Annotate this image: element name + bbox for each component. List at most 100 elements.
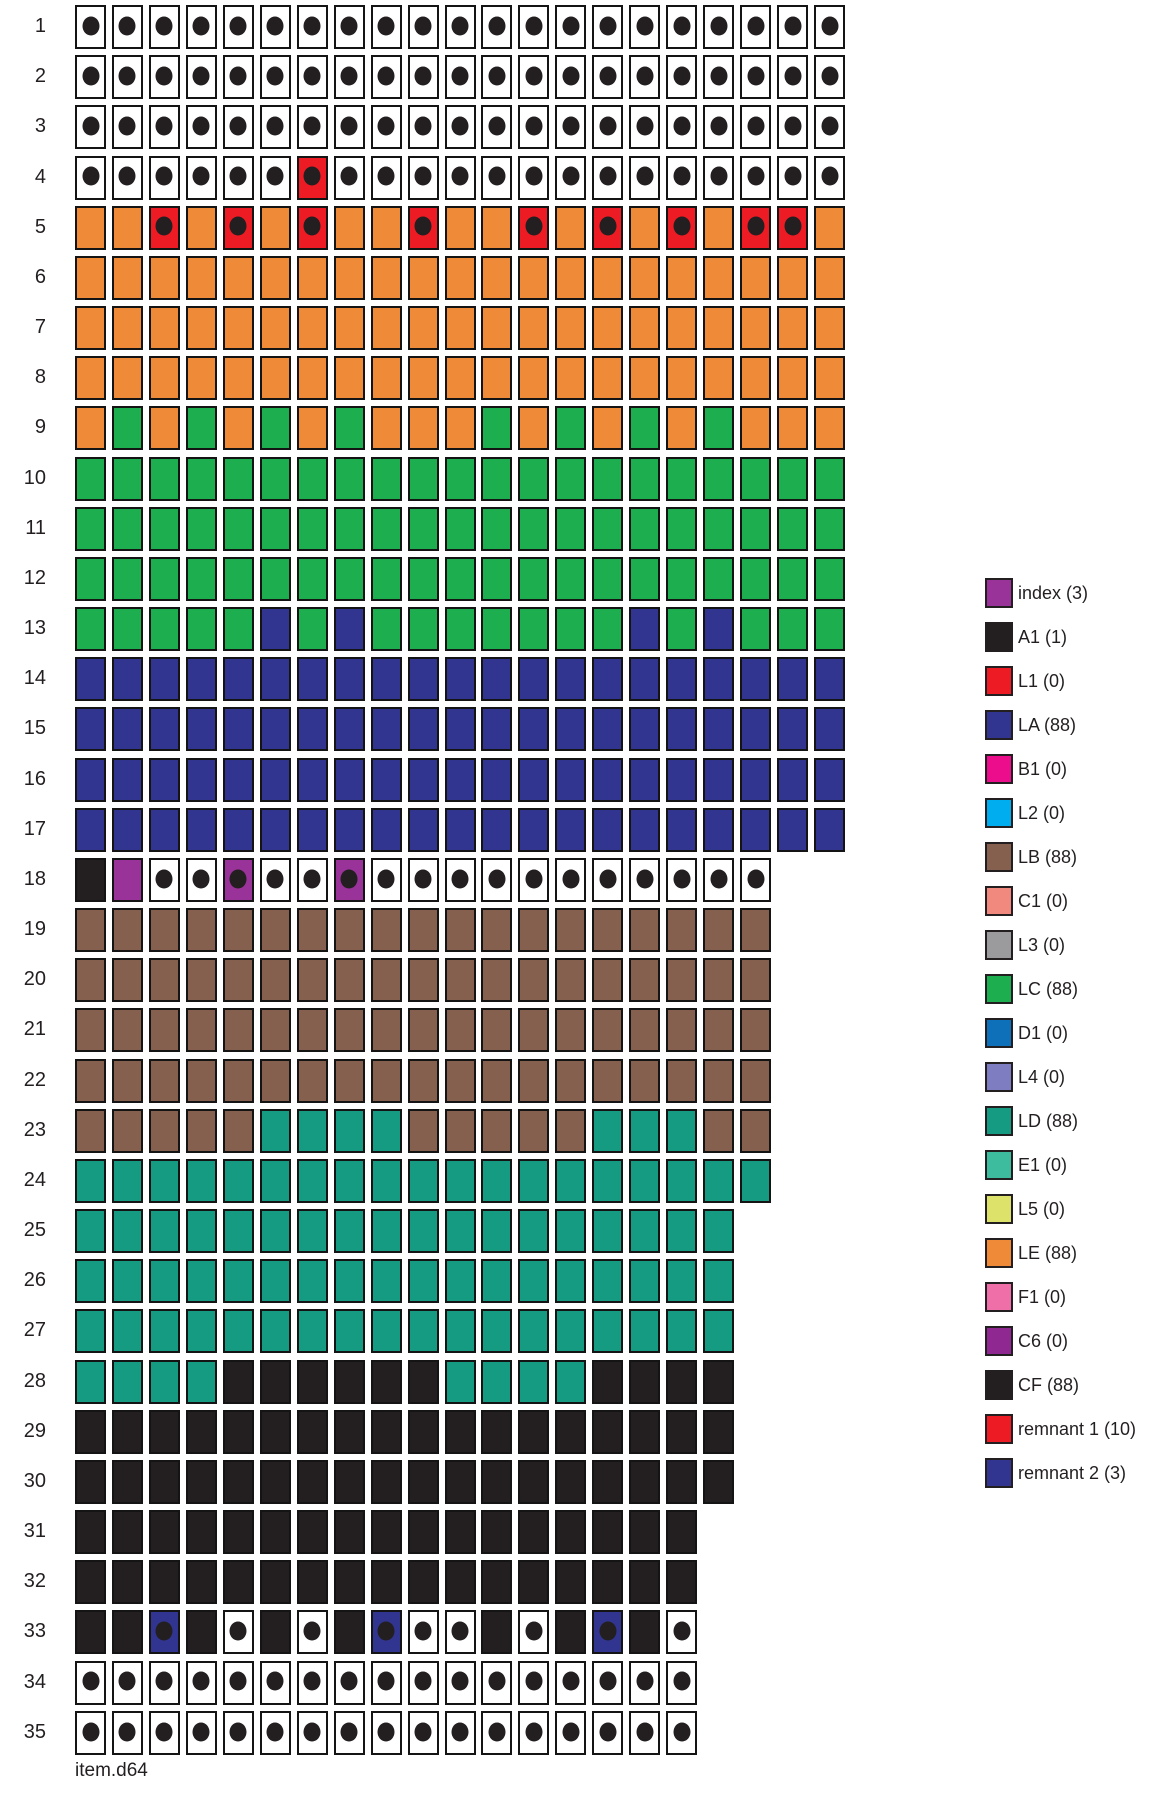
sector-cell-LA-block bbox=[259, 807, 291, 852]
sector-cell-LD-block bbox=[333, 1309, 365, 1354]
sector-cell-LA-block bbox=[629, 807, 661, 852]
sector-cell-LA-block bbox=[814, 757, 845, 802]
sector-cell-LA-block bbox=[814, 657, 845, 702]
legend-swatch bbox=[985, 1326, 1013, 1356]
block-dot bbox=[155, 1722, 173, 1742]
sector-cell-LC-block bbox=[370, 556, 402, 601]
block-dot bbox=[636, 1722, 654, 1742]
block-dot bbox=[340, 1722, 358, 1742]
block-dot bbox=[451, 869, 469, 889]
sector-cell-free-block bbox=[481, 155, 513, 200]
sector-cell-LC-block bbox=[370, 607, 402, 652]
sector-cell-LD-block bbox=[666, 1158, 698, 1203]
sector-cell-free-block bbox=[592, 55, 624, 100]
sector-cell-LB-block bbox=[518, 1108, 550, 1153]
sector-cell-LE-block bbox=[814, 255, 845, 300]
sector-cell-free-block bbox=[518, 5, 550, 49]
sector-cell-LE-block bbox=[703, 255, 735, 300]
track-label: 24 bbox=[23, 1168, 46, 1191]
sector-cell-LD-block bbox=[592, 1108, 624, 1153]
sector-cell-LC-block bbox=[444, 506, 476, 551]
sector-cell-LC-block bbox=[185, 456, 217, 501]
sector-cell-LA-block bbox=[222, 757, 254, 802]
sector-cell-LA-block bbox=[296, 807, 328, 852]
sector-cell-free-block bbox=[407, 1610, 439, 1655]
sector-cell-free-block bbox=[481, 1710, 513, 1755]
sector-cell-LC-block bbox=[814, 556, 845, 601]
track-label: 19 bbox=[23, 918, 46, 941]
sector-cell-LB-block bbox=[703, 1008, 735, 1053]
sector-cell-LE-block bbox=[111, 356, 143, 401]
sector-cell-LE-block bbox=[259, 306, 291, 351]
block-dot bbox=[303, 16, 321, 36]
sector-cell-LD-block bbox=[75, 1359, 106, 1404]
sector-cell-free-block bbox=[296, 55, 328, 100]
sector-cell-LE-block bbox=[592, 255, 624, 300]
sector-cell-LE-block bbox=[444, 356, 476, 401]
sector-cell-A1-block bbox=[75, 857, 106, 902]
sector-cell-LB-block bbox=[148, 958, 180, 1003]
sector-cell-LC-block bbox=[407, 456, 439, 501]
sector-cell-LC-block bbox=[814, 456, 845, 501]
block-dot bbox=[266, 1722, 284, 1742]
sector-cell-LB-block bbox=[296, 1058, 328, 1103]
block-dot bbox=[82, 1671, 99, 1691]
sector-cell-LB-block bbox=[222, 1108, 254, 1153]
sector-cell-LD-block bbox=[370, 1259, 402, 1304]
legend-swatch bbox=[985, 1414, 1013, 1444]
sector-cell-LC-block bbox=[222, 607, 254, 652]
track-label: 32 bbox=[23, 1570, 46, 1593]
sector-cell-LB-block bbox=[333, 1008, 365, 1053]
track-label: 8 bbox=[34, 366, 46, 389]
track-label: 7 bbox=[34, 316, 46, 339]
sector-cell-LD-block bbox=[111, 1209, 143, 1254]
sector-cell-LB-block bbox=[592, 1058, 624, 1103]
block-dot bbox=[266, 1671, 284, 1691]
sector-cell-LA-block bbox=[75, 807, 106, 852]
sector-cell-CF-block bbox=[333, 1359, 365, 1404]
sector-cell-LE-block bbox=[75, 306, 106, 351]
sector-cell-free-block bbox=[666, 857, 698, 902]
block-dot bbox=[488, 1671, 506, 1691]
legend-label: C6 (0) bbox=[1018, 1330, 1069, 1351]
block-dot bbox=[118, 116, 136, 136]
sector-cell-LB-block bbox=[370, 1008, 402, 1053]
sector-cell-LE-block bbox=[666, 255, 698, 300]
sector-cell-LD-block bbox=[518, 1158, 550, 1203]
sector-cell-LC-block bbox=[555, 607, 587, 652]
block-dot bbox=[525, 1722, 543, 1742]
sector-cell-CF-block bbox=[555, 1560, 587, 1605]
block-dot bbox=[821, 116, 838, 136]
sector-cell-CF-block bbox=[444, 1510, 476, 1555]
track-label: 5 bbox=[34, 215, 46, 238]
sector-cell-LD-block bbox=[703, 1158, 735, 1203]
sector-cell-LC-block bbox=[703, 506, 735, 551]
sector-cell-LB-block bbox=[148, 1108, 180, 1153]
sector-cell-free-block bbox=[259, 55, 291, 100]
sector-cell-LB-block bbox=[444, 958, 476, 1003]
sector-cell-CF-block bbox=[444, 1409, 476, 1454]
sector-cell-free-block bbox=[222, 1610, 254, 1655]
sector-cell-LC-block bbox=[111, 556, 143, 601]
sector-cell-remnant-1 bbox=[407, 205, 439, 250]
sector-cell-LB-block bbox=[740, 908, 772, 953]
sector-cell-LE-block bbox=[481, 255, 513, 300]
sector-cell-LE-block bbox=[666, 306, 698, 351]
sector-cell-free-block bbox=[148, 5, 180, 49]
sector-cell-LA-block bbox=[814, 707, 845, 752]
legend-item: LC (88) bbox=[985, 974, 1078, 1004]
sector-cell-free-block bbox=[666, 1660, 698, 1705]
sector-cell-LA-block bbox=[703, 607, 735, 652]
sector-cell-CF-block bbox=[407, 1560, 439, 1605]
sector-cell-LB-block bbox=[111, 1008, 143, 1053]
sector-cell-free-block bbox=[296, 5, 328, 49]
block-dot bbox=[414, 116, 432, 136]
sector-cell-LC-block bbox=[740, 506, 772, 551]
sector-cell-free-block bbox=[370, 1660, 402, 1705]
sector-cell-LD-block bbox=[407, 1209, 439, 1254]
block-dot bbox=[747, 216, 765, 236]
sector-cell-CF-block bbox=[629, 1459, 661, 1504]
sector-cell-free-block bbox=[666, 1710, 698, 1755]
sector-cell-CF-block bbox=[111, 1510, 143, 1555]
block-dot bbox=[488, 16, 506, 36]
